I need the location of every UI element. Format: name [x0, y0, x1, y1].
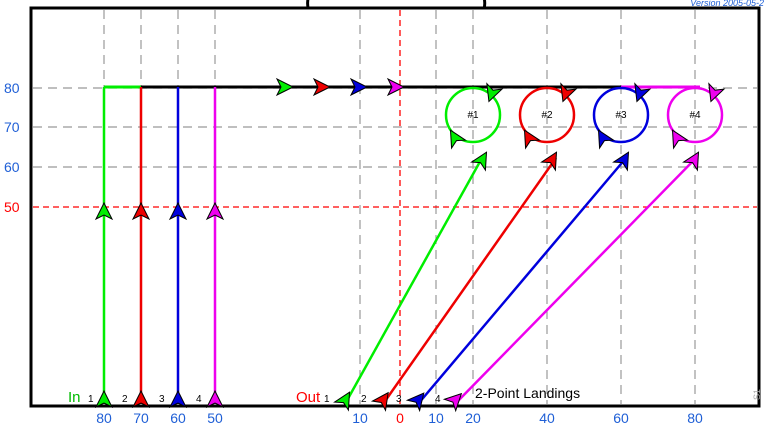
out-path-4	[454, 157, 697, 405]
caption: 2-Point Landings	[475, 385, 580, 401]
loop-2	[518, 86, 576, 144]
in-label: In	[68, 389, 81, 406]
loop-4	[666, 86, 724, 144]
loop-label-1: #1	[467, 110, 479, 121]
y-label-70: 70	[4, 119, 20, 135]
out-number-1: 1	[324, 394, 330, 405]
out-number-4: 4	[435, 394, 441, 405]
x-label-out-80: 80	[687, 410, 703, 426]
in-number-1: 1	[88, 394, 94, 405]
loop-label-3: #3	[615, 110, 627, 121]
x-label-in-80: 80	[96, 410, 112, 426]
reference-lines	[33, 10, 757, 404]
loop-labels: #1 #2 #3 #4	[467, 110, 701, 121]
y-axis-labels: 80 70 60 50	[4, 80, 20, 215]
loop-3	[592, 86, 650, 144]
version-label: Version 2005-05-2	[690, 0, 764, 8]
in-number-4: 4	[196, 394, 202, 405]
out-number-3: 3	[396, 394, 402, 405]
x-label-out-20: 20	[465, 410, 481, 426]
x-label-in-70: 70	[133, 410, 149, 426]
loop-label-2: #2	[541, 110, 553, 121]
x-label-in-50: 50	[207, 410, 223, 426]
y-label-80: 80	[4, 80, 20, 96]
x-label-out-10b: 10	[428, 410, 444, 426]
loop-label-4: #4	[689, 110, 701, 121]
in-numbers: 1 2 3 4	[88, 394, 202, 405]
x-label-out-10: 10	[352, 410, 368, 426]
in-number-2: 2	[122, 394, 128, 405]
out-number-2: 2	[361, 394, 367, 405]
x-label-out-0: 0	[396, 410, 404, 426]
out-path-1	[343, 157, 484, 405]
corner-mark: S1	[752, 389, 762, 400]
y-label-60: 60	[4, 159, 20, 175]
in-number-3: 3	[159, 394, 165, 405]
x-label-out-60: 60	[613, 410, 629, 426]
out-numbers: 1 2 3 4	[324, 394, 441, 405]
out-label: Out	[296, 389, 321, 406]
x-label-in-60: 60	[170, 410, 186, 426]
x-axis-labels: 80 70 60 50 10 0 10 20 40 60 80	[96, 410, 703, 426]
out-path-3	[417, 157, 627, 405]
x-label-out-40: 40	[539, 410, 555, 426]
loop-1	[444, 86, 502, 144]
y-label-50: 50	[4, 199, 20, 215]
out-path-2	[381, 157, 558, 405]
